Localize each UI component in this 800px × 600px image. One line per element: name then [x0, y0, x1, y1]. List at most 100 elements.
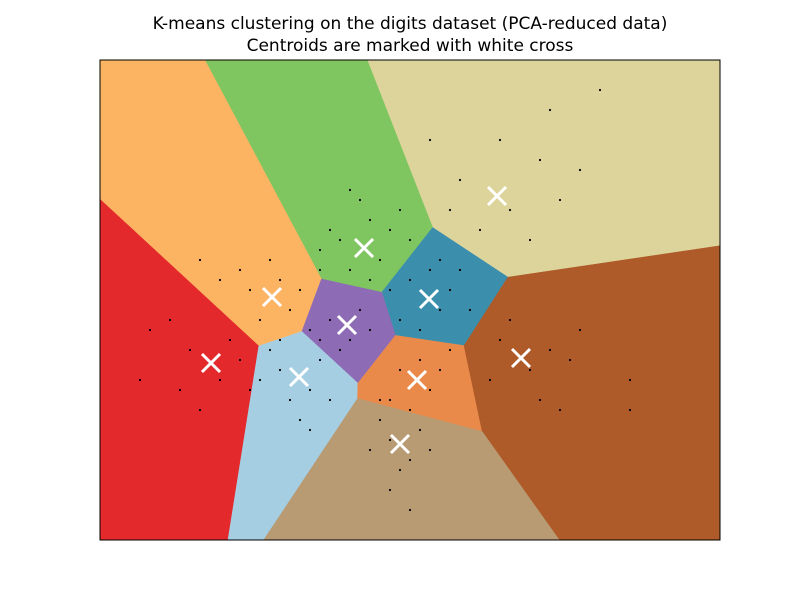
data-point — [368, 278, 372, 282]
data-point — [198, 258, 202, 262]
data-point — [188, 348, 192, 352]
data-point — [288, 308, 292, 312]
data-point — [318, 358, 322, 362]
data-point — [358, 198, 362, 202]
data-point — [388, 438, 392, 442]
data-point — [428, 448, 432, 452]
data-point — [488, 378, 492, 382]
data-point — [598, 88, 602, 92]
centroid — [288, 366, 310, 388]
data-point — [408, 408, 412, 412]
marks — [138, 88, 632, 512]
data-point — [168, 318, 172, 322]
data-point — [348, 188, 352, 192]
centroid-stroke — [200, 352, 222, 374]
data-point — [628, 378, 632, 382]
data-point — [438, 368, 442, 372]
data-point — [148, 328, 152, 332]
plot-frame — [99, 59, 721, 541]
data-point — [388, 288, 392, 292]
data-point — [398, 468, 402, 472]
data-point — [338, 238, 342, 242]
data-point — [238, 268, 242, 272]
data-point — [218, 278, 222, 282]
data-point — [368, 448, 372, 452]
data-point — [378, 418, 382, 422]
data-point — [268, 258, 272, 262]
data-point — [438, 258, 442, 262]
data-point — [308, 388, 312, 392]
data-point — [378, 398, 382, 402]
data-point — [458, 178, 462, 182]
data-point — [548, 348, 552, 352]
regions — [99, 59, 721, 541]
data-point — [418, 328, 422, 332]
data-point — [568, 358, 572, 362]
data-point — [278, 368, 282, 372]
data-point — [308, 328, 312, 332]
data-point — [398, 318, 402, 322]
data-point — [348, 268, 352, 272]
centroid-stroke — [336, 314, 358, 336]
data-point — [278, 278, 282, 282]
data-point — [418, 428, 422, 432]
data-point — [508, 208, 512, 212]
data-point — [318, 248, 322, 252]
centroid — [200, 352, 222, 374]
data-point — [248, 288, 252, 292]
data-point — [248, 388, 252, 392]
centroid — [406, 369, 428, 391]
data-point — [458, 268, 462, 272]
data-point — [528, 238, 532, 242]
chart-subtitle: Centroids are marked with white cross — [247, 36, 574, 56]
data-point — [318, 338, 322, 342]
data-point — [258, 378, 262, 382]
data-point — [298, 288, 302, 292]
data-point — [268, 348, 272, 352]
data-point — [408, 278, 412, 282]
data-point — [628, 408, 632, 412]
centroid — [389, 433, 411, 455]
data-point — [558, 198, 562, 202]
centroid-stroke — [486, 185, 508, 207]
data-point — [358, 308, 362, 312]
data-point — [328, 318, 332, 322]
data-point — [408, 458, 412, 462]
data-point — [448, 208, 452, 212]
data-point — [438, 308, 442, 312]
data-point — [288, 398, 292, 402]
data-point — [448, 288, 452, 292]
centroid — [510, 347, 532, 369]
data-point — [388, 398, 392, 402]
centroid — [486, 185, 508, 207]
data-point — [538, 398, 542, 402]
data-point — [388, 228, 392, 232]
data-point — [338, 348, 342, 352]
data-point — [468, 308, 472, 312]
data-point — [398, 368, 402, 372]
data-point — [328, 228, 332, 232]
data-point — [578, 168, 582, 172]
data-point — [368, 218, 372, 222]
data-point — [408, 238, 412, 242]
data-point — [178, 388, 182, 392]
data-point — [508, 318, 512, 322]
data-point — [378, 258, 382, 262]
data-point — [308, 428, 312, 432]
centroid-stroke — [261, 286, 283, 308]
data-point — [218, 378, 222, 382]
centroid-stroke — [288, 366, 310, 388]
data-point — [278, 338, 282, 342]
data-point — [298, 418, 302, 422]
data-point — [578, 328, 582, 332]
data-point — [448, 348, 452, 352]
centroid — [336, 314, 358, 336]
data-point — [428, 388, 432, 392]
data-point — [398, 208, 402, 212]
data-point — [558, 408, 562, 412]
data-point — [388, 488, 392, 492]
data-point — [408, 508, 412, 512]
data-point — [238, 358, 242, 362]
data-point — [428, 268, 432, 272]
